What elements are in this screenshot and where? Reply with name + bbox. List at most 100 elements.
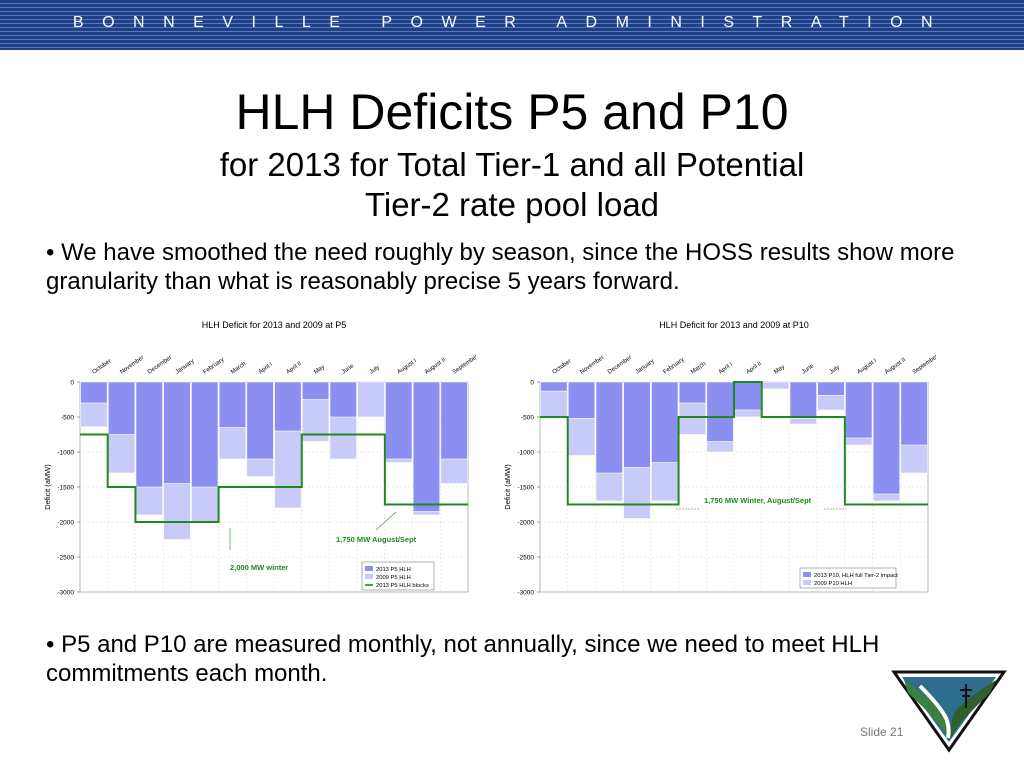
- chart-1-ytick-label: -1000: [57, 450, 74, 457]
- chart-p10-svg: HLH Deficit for 2013 and 2009 at P10 0 -50…: [503, 320, 939, 597]
- bar-2-2013-p10-hlh-full-tier-2-impact: [678, 381, 707, 404]
- chart-2-legend-label: 2013 P10, HLH full Tier-2 impact: [814, 573, 898, 579]
- chart-p5-svg: HLH Deficit for 2013 and 2009 at P5 0 -500…: [43, 320, 479, 597]
- chart-1-category-label: September: [452, 354, 476, 376]
- bar-1-2013-p5-hlh: [191, 381, 219, 488]
- bar-1-2009-p5-hlh: [357, 381, 385, 418]
- chart-p10: HLH Deficit for 2013 and 2009 at P10 0 -50…: [500, 310, 939, 600]
- chart-2-category-label: September: [912, 354, 936, 376]
- chart-2-ytick-label: -1000: [517, 450, 534, 457]
- chart-1-category-label: June: [341, 363, 356, 376]
- chart-1-legend: [361, 561, 435, 591]
- chart-2-ytick-label: -1500: [517, 485, 534, 492]
- chart-2-title: HLH Deficit for 2013 and 2009 at P10: [659, 320, 809, 330]
- subtitle-line-1: for 2013 for Total Tier-1 and all Potent…: [219, 146, 805, 183]
- slide-number: Slide 21: [860, 725, 904, 739]
- chart-2-ytick-label: -2500: [517, 555, 534, 562]
- bar-1-2013-p5-hlh: [274, 381, 302, 432]
- bar-1-2013-p5-hlh: [107, 381, 136, 435]
- chart-1-category-label: January: [175, 358, 196, 375]
- bar-1-2013-p5-hlh: [385, 381, 413, 460]
- chart-2-ytick-label: -2000: [517, 520, 534, 527]
- bar-2-2013-p10-hlh-full-tier-2-impact: [567, 381, 596, 419]
- bar-1-2013-p5-hlh: [246, 381, 274, 460]
- chart-2-ytick-label: -3000: [517, 590, 534, 597]
- chart-2-category-label: April II: [746, 361, 764, 376]
- chart-1-ytick-label: -3000: [57, 590, 74, 597]
- chart-1-ytick-label: -500: [61, 415, 74, 422]
- chart-1-legend-label: 2013 P5 HLH: [376, 567, 411, 573]
- chart-1-legend-label: 2009 P5 HLH: [376, 575, 411, 581]
- chart-2-category-label: October: [552, 358, 573, 375]
- chart-2-ytick-label: -500: [521, 415, 534, 422]
- bar-1-2013-p5-hlh: [301, 381, 330, 400]
- bar-1-2013-p5-hlh: [135, 381, 163, 488]
- bar-2-2013-p10-hlh-full-tier-2-impact: [651, 381, 679, 463]
- bar-1-2013-p5-hlh: [163, 381, 191, 484]
- banner-text: BONNEVILLE POWER ADMINISTRATION: [72, 14, 952, 31]
- chart-1-annotation-leader: [375, 511, 397, 531]
- chart-2-category-label: August II: [884, 357, 907, 376]
- chart-2-legend: [799, 567, 897, 589]
- chart-1-category-label: April II: [286, 361, 304, 376]
- chart-1-ytick-label: 0: [70, 380, 74, 387]
- bar-2-2009-p10-hlh: [761, 381, 790, 390]
- chart-1-category-label: July: [369, 365, 381, 376]
- header-banner: BONNEVILLE POWER ADMINISTRATION: [0, 0, 1024, 50]
- chart-1-ytick-label: -2000: [57, 520, 74, 527]
- bar-2-2013-p10-hlh-full-tier-2-impact: [706, 381, 734, 442]
- bar-2-2013-p10-hlh-full-tier-2-impact: [900, 381, 928, 446]
- chart-2-category-label: July: [829, 365, 841, 376]
- chart-1-category-label: February: [202, 357, 225, 376]
- chart-2-ytick-label: 0: [530, 380, 534, 387]
- chart-2-category-label: December: [607, 355, 633, 376]
- chart-1-annotation: 1,750 MW August/Sept: [336, 535, 417, 544]
- chart-2-legend-label: 2009 P10 HLH: [814, 581, 852, 587]
- subtitle-line-2: Tier-2 rate pool load: [364, 186, 660, 223]
- chart-2-annotation: 1,750 MW Winter, August/Sept: [704, 496, 812, 505]
- chart-1-blocks-line: [80, 433, 468, 523]
- bar-2-2013-p10-hlh-full-tier-2-impact: [540, 381, 568, 392]
- chart-1-category-label: April I: [258, 362, 274, 376]
- chart-1-legend-swatch: [365, 566, 373, 571]
- chart-1-category-label: May: [313, 364, 326, 375]
- chart-1-category-label: August I: [396, 358, 418, 376]
- bar-2-2013-p10-hlh-full-tier-2-impact: [734, 381, 762, 411]
- chart-2-category-label: November: [579, 355, 605, 376]
- bar-2-2013-p10-hlh-full-tier-2-impact: [623, 381, 651, 468]
- chart-1-category-label: August II: [424, 357, 447, 376]
- chart-1-annotation: 2,000 MW winter: [230, 563, 288, 572]
- chart-2-category-label: June: [801, 363, 816, 376]
- bullet-monthly-measure: • P5 and P10 are measured monthly, not a…: [46, 631, 880, 687]
- chart-1-ytick-label: -1500: [57, 485, 74, 492]
- bar-2-2013-p10-hlh-full-tier-2-impact: [845, 381, 873, 439]
- chart-2-ylabel: Deficit (aMW): [503, 464, 512, 510]
- chart-1-legend-swatch: [365, 574, 373, 579]
- bar-2-2013-p10-hlh-full-tier-2-impact: [595, 381, 623, 474]
- chart-2-category-label: January: [635, 358, 656, 375]
- chart-1-category-label: March: [230, 361, 247, 375]
- chart-2-category-label: August I: [856, 358, 878, 376]
- bar-2-2013-p10-hlh-full-tier-2-impact: [872, 381, 901, 495]
- chart-1-category-label: October: [92, 358, 113, 375]
- chart-1-legend-label: 2013 P5 HLH blocks: [376, 583, 429, 589]
- chart-1-title: HLH Deficit for 2013 and 2009 at P5: [202, 320, 347, 330]
- bar-2-2013-p10-hlh-full-tier-2-impact: [817, 381, 845, 396]
- chart-1-ytick-label: -2500: [57, 555, 74, 562]
- bar-1-2013-p5-hlh: [80, 381, 108, 404]
- chart-p5: HLH Deficit for 2013 and 2009 at P5 0 -500…: [40, 310, 479, 600]
- chart-2-category-label: April I: [718, 362, 734, 376]
- slide-title: HLH Deficits P5 and P10: [235, 84, 789, 140]
- chart-2-legend-swatch: [803, 572, 811, 577]
- slide-subtitle: for 2013 for Total Tier-1 and all Potent…: [100, 145, 924, 225]
- bpa-logo: [891, 670, 1007, 753]
- chart-2-category-label: May: [773, 364, 786, 375]
- bar-2-2013-p10-hlh-full-tier-2-impact: [789, 381, 817, 419]
- chart-2-category-label: March: [690, 361, 707, 375]
- chart-2-category-label: February: [662, 357, 685, 376]
- bar-1-2013-p5-hlh: [329, 381, 357, 418]
- bar-1-2013-p5-hlh: [412, 381, 441, 512]
- chart-1-ylabel: Deficit (aMW): [43, 464, 52, 510]
- bar-1-2013-p5-hlh: [218, 381, 247, 428]
- bullet-seasonal-smoothing: • We have smoothed the need roughly by s…: [46, 239, 955, 295]
